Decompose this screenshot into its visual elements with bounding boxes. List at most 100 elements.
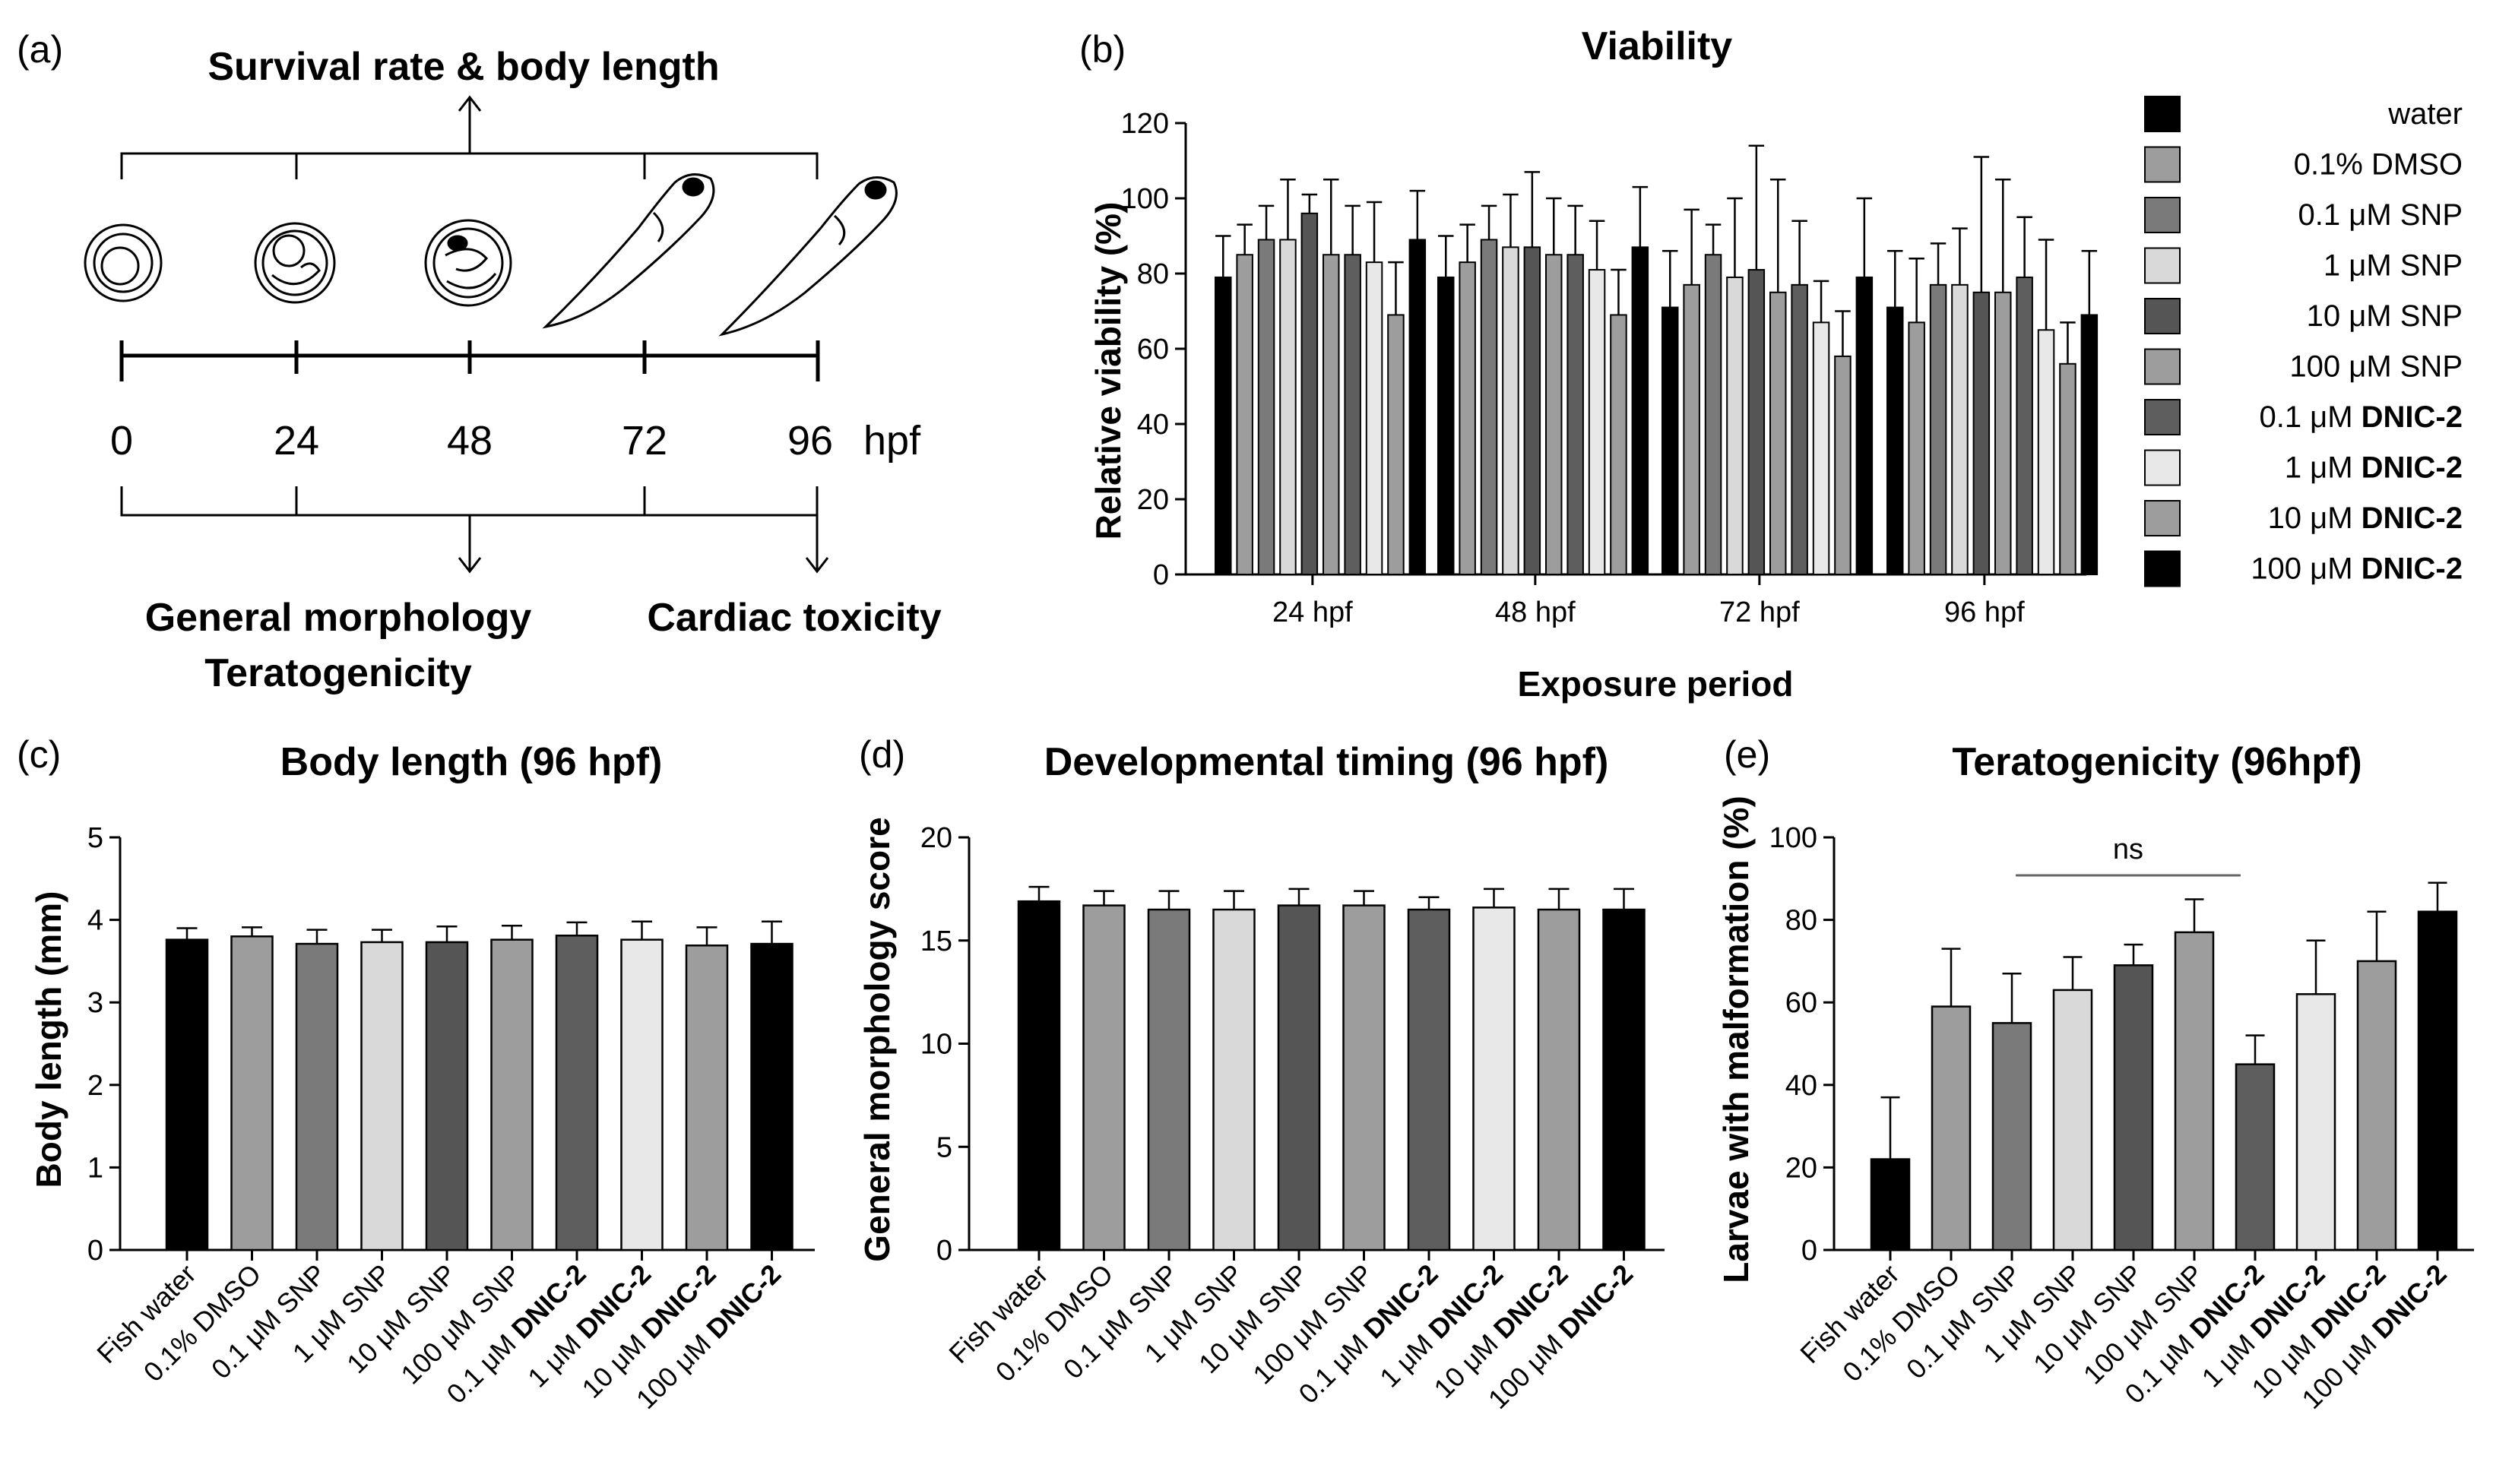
legend-swatch <box>2144 247 2181 284</box>
developmental-timing-bar <box>1537 908 1581 1251</box>
developmental-timing-title: Developmental timing (96 hpf) <box>1044 740 1609 784</box>
panel-a-schematic: (a) Survival rate & body length <box>17 28 942 695</box>
teratogenicity-y-tick-label: 0 <box>1801 1235 1817 1267</box>
panel-b-viability-chart: (b) Viability Relative viability (%) Exp… <box>1079 24 2463 704</box>
embryo-0hpf-icon <box>84 223 163 302</box>
embryo-24hpf-icon <box>254 222 336 304</box>
viability-bar <box>1886 306 1904 575</box>
body-length-title: Body length (96 hpf) <box>280 740 663 784</box>
viability-bar <box>2016 276 2033 575</box>
cardiac-caption: Cardiac toxicity <box>647 596 941 640</box>
viability-bar <box>1236 254 1253 575</box>
developmental-timing-bars <box>1017 885 1646 1251</box>
viability-bar <box>1661 306 1679 575</box>
viability-bar <box>2080 314 2099 575</box>
viability-x-tick-label: 48 hpf <box>1495 596 1576 628</box>
legend-swatch <box>2144 550 2181 587</box>
survival-caption: Survival rate & body length <box>207 45 719 89</box>
viability-bar <box>1610 314 1627 575</box>
legend-swatch <box>2144 298 2181 334</box>
viability-bar <box>1545 254 1563 575</box>
viability-bar <box>1929 283 1947 575</box>
panel-c-label: (c) <box>17 733 61 776</box>
timeline-tick-24: 24 <box>274 418 319 464</box>
developmental-timing-bar <box>1407 908 1451 1251</box>
teratogenicity-y-tick-label: 60 <box>1785 987 1817 1019</box>
panel-d-developmental-timing-chart: (d) Developmental timing (96 hpf) Genera… <box>857 733 1665 1415</box>
teratogenicity-y-tick-label: 100 <box>1769 822 1817 854</box>
viability-bar <box>1972 291 1991 575</box>
panel-e-label: (e) <box>1724 733 1770 776</box>
legend-swatch <box>2144 96 2181 132</box>
viability-bar <box>1683 283 1700 575</box>
viability-bar <box>1994 291 2012 575</box>
panel-a-label: (a) <box>17 28 63 71</box>
teratogenicity-bar <box>2174 931 2215 1251</box>
timeline-tick-96: 96 <box>787 418 833 464</box>
ns-annotation: ns <box>2016 834 2241 877</box>
teratogenicity-bar <box>2417 910 2458 1251</box>
viability-bar <box>1726 276 1744 575</box>
legend-entry-label: 10 μM SNP <box>2307 299 2463 333</box>
body-length-bar <box>685 945 729 1251</box>
legend-entry-label: 0.1 μM SNP <box>2298 198 2463 232</box>
teratogenicity-bar <box>2113 964 2154 1251</box>
bottom-bracket <box>120 486 829 574</box>
larva-72hpf-icon <box>542 173 715 329</box>
viability-bar <box>1300 212 1319 575</box>
teratogenicity-bar <box>1870 1158 1911 1251</box>
viability-bar <box>1215 276 1232 575</box>
developmental-timing-bar <box>1472 907 1516 1251</box>
panel-d-label: (d) <box>859 733 905 776</box>
developmental-timing-y-tick-label: 15 <box>920 926 952 957</box>
body-length-bar <box>165 938 209 1251</box>
viability-bar <box>1588 269 1606 575</box>
viability-bar <box>1344 254 1361 575</box>
teratogenicity-ylabel: Larvae with malformation (%) <box>1716 796 1756 1283</box>
developmental-timing-bar <box>1342 904 1386 1251</box>
viability-bars <box>1215 144 2099 575</box>
body-length-bar <box>490 938 534 1251</box>
legend-entry-label: 1 μM SNP <box>2324 249 2463 283</box>
viability-bar <box>1812 321 1830 575</box>
viability-bar <box>1704 254 1722 575</box>
viability-bar <box>1459 261 1476 575</box>
developmental-timing-ylabel: General morphology score <box>857 817 897 1261</box>
timeline-unit: hpf <box>863 418 921 464</box>
legend-swatch <box>2144 500 2181 536</box>
developmental-timing-bar <box>1602 908 1646 1251</box>
teratogenicity-y-tick-label: 40 <box>1785 1070 1817 1102</box>
body-length-bar <box>360 941 404 1251</box>
viability-y-tick-label: 0 <box>1153 559 1169 591</box>
viability-bar <box>1502 246 1519 575</box>
viability-x-tick-label: 24 hpf <box>1272 596 1353 628</box>
legend-swatch <box>2144 146 2181 183</box>
legend-swatch <box>2144 449 2181 486</box>
viability-bar <box>1769 291 1787 575</box>
body-length-bar <box>620 938 664 1251</box>
body-length-y-tick-label: 0 <box>87 1235 103 1267</box>
body-length-bars <box>165 920 794 1251</box>
viability-x-tick-label: 72 hpf <box>1719 596 1800 628</box>
viability-bar <box>1279 239 1297 575</box>
panel-b-label: (b) <box>1079 28 1126 71</box>
embryo-48hpf-icon <box>424 219 512 307</box>
viability-bar <box>1747 269 1766 575</box>
developmental-timing-bar <box>1212 908 1256 1251</box>
developmental-timing-bar <box>1277 904 1321 1251</box>
legend-swatch <box>2144 399 2181 435</box>
morphology-caption: General morphology <box>145 596 532 640</box>
timeline-tick-48: 48 <box>447 418 493 464</box>
viability-bar <box>1387 314 1405 575</box>
developmental-timing-bar <box>1017 900 1061 1251</box>
viability-bar <box>1437 276 1455 575</box>
viability-ylabel: Relative viability (%) <box>1088 202 1128 540</box>
larva-96hpf-icon <box>718 176 898 337</box>
panel-c-body-length-chart: (c) Body length (96 hpf) Body length (mm… <box>17 733 815 1415</box>
legend-swatch <box>2144 348 2181 385</box>
viability-bar <box>1834 355 1852 575</box>
timeline-tick-72: 72 <box>622 418 667 464</box>
